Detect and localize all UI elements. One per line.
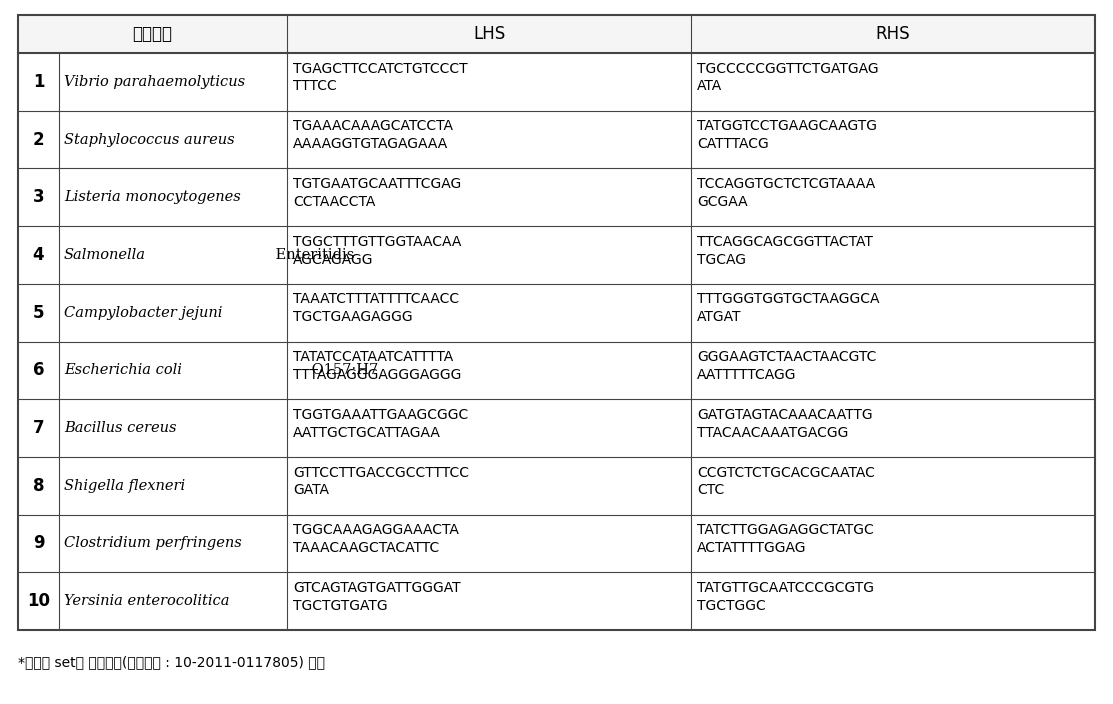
Text: 1: 1 (32, 73, 45, 91)
Text: 9: 9 (32, 534, 45, 553)
Text: 2: 2 (32, 130, 45, 149)
Text: Clostridium perfringens: Clostridium perfringens (63, 536, 242, 551)
Text: 10: 10 (27, 592, 50, 610)
Text: Bacillus cereus: Bacillus cereus (63, 421, 177, 435)
Text: Vibrio parahaemolyticus: Vibrio parahaemolyticus (63, 75, 245, 89)
Text: 8: 8 (32, 477, 45, 495)
Text: GATGTAGTACAAACAATTG
TTACAACAAATGACGG: GATGTAGTACAAACAATTG TTACAACAAATGACGG (697, 408, 873, 440)
Text: Shigella flexneri: Shigella flexneri (63, 479, 185, 493)
Text: TGAAACAAAGCATCCTA
AAAAGGTGTAGAGAAA: TGAAACAAAGCATCCTA AAAAGGTGTAGAGAAA (293, 119, 453, 151)
Text: GTTCCTTGACCGCCTTTCC
GATA: GTTCCTTGACCGCCTTTCC GATA (293, 465, 470, 497)
Text: GGGAAGTCTAACTAACGTC
AATTTTTCAGG: GGGAAGTCTAACTAACGTC AATTTTTCAGG (697, 350, 877, 382)
Text: *프로브 set은 특허출원(출원번호 : 10-2011-0117805) 완료: *프로브 set은 특허출원(출원번호 : 10-2011-0117805) 완… (18, 655, 325, 669)
Text: 3: 3 (32, 188, 45, 206)
Bar (18, 399, 1095, 457)
Text: TATGTTGCAATCCCGCGTG
TGCTGGC: TATGTTGCAATCCCGCGTG TGCTGGC (697, 581, 874, 612)
Bar (18, 111, 1095, 168)
Text: 4: 4 (32, 246, 45, 264)
Text: TTCAGGCAGCGGTTACTAT
TGCAG: TTCAGGCAGCGGTTACTAT TGCAG (697, 234, 873, 267)
Text: TATATCCATAATCATTTTA
TTTAGAGGGAGGGAGGG: TATATCCATAATCATTTTA TTTAGAGGGAGGGAGGG (293, 350, 462, 382)
Text: LHS: LHS (473, 25, 505, 43)
Text: Yersinia enterocolitica: Yersinia enterocolitica (63, 594, 229, 608)
Bar (18, 15, 1095, 630)
Text: TATCTTGGAGAGGCTATGC
ACTATTTTGGAG: TATCTTGGAGAGGCTATGC ACTATTTTGGAG (697, 523, 874, 555)
Text: TTTGGGTGGTGCTAAGGCA
ATGAT: TTTGGGTGGTGCTAAGGCA ATGAT (697, 292, 879, 325)
Bar (18, 284, 1095, 341)
Text: Listeria monocytogenes: Listeria monocytogenes (63, 190, 240, 204)
Text: TGGCTTTGTTGGTAACAA
AGCAGAGG: TGGCTTTGTTGGTAACAA AGCAGAGG (293, 234, 462, 267)
Text: TGGTGAAATTGAAGCGGC
AATTGCTGCATTAGAA: TGGTGAAATTGAAGCGGC AATTGCTGCATTAGAA (293, 408, 469, 440)
Text: RHS: RHS (876, 25, 910, 43)
Bar (18, 226, 1095, 284)
Text: TGGCAAAGAGGAAACTA
TAAACAAGCTACATTC: TGGCAAAGAGGAAACTA TAAACAAGCTACATTC (293, 523, 460, 555)
Bar (18, 457, 1095, 515)
Text: GTCAGTAGTGATTGGGAT
TGCTGTGATG: GTCAGTAGTGATTGGGAT TGCTGTGATG (293, 581, 461, 612)
Text: TGAGCTTCCATCTGTCCCT
TTTCC: TGAGCTTCCATCTGTCCCT TTTCC (293, 62, 467, 94)
Text: Salmonella: Salmonella (63, 248, 146, 262)
Text: TGCCCCCGGTTCTGATGAG
ATA: TGCCCCCGGTTCTGATGAG ATA (697, 62, 879, 94)
Bar (18, 572, 1095, 630)
Bar (18, 515, 1095, 572)
Text: Escherichia coli: Escherichia coli (63, 363, 181, 377)
Text: 식중돉균: 식중돉균 (132, 25, 173, 43)
Text: O157:H7: O157:H7 (306, 363, 377, 377)
Text: CCGTCTCTGCACGCAATAC
CTC: CCGTCTCTGCACGCAATAC CTC (697, 465, 875, 497)
Text: TGTGAATGCAATTTCGAG
CCTAACCTA: TGTGAATGCAATTTCGAG CCTAACCTA (293, 177, 462, 209)
Bar (18, 341, 1095, 399)
Bar (18, 53, 1095, 111)
Text: 5: 5 (32, 303, 45, 322)
Bar (18, 168, 1095, 226)
Text: 7: 7 (32, 419, 45, 437)
Text: 6: 6 (32, 361, 45, 379)
Text: TAAATCTTTATTTTCAACC
TGCTGAAGAGGG: TAAATCTTTATTTTCAACC TGCTGAAGAGGG (293, 292, 460, 325)
Text: TATGGTCCTGAAGCAAGTG
CATTTACG: TATGGTCCTGAAGCAAGTG CATTTACG (697, 119, 877, 151)
Bar (18, 15, 1095, 53)
Text: TCCAGGTGCTCTCGTAAAA
GCGAA: TCCAGGTGCTCTCGTAAAA GCGAA (697, 177, 876, 209)
Text: Staphylococcus aureus: Staphylococcus aureus (63, 132, 235, 146)
Text: Enteritidis: Enteritidis (270, 248, 354, 262)
Text: Campylobacter jejuni: Campylobacter jejuni (63, 306, 223, 320)
